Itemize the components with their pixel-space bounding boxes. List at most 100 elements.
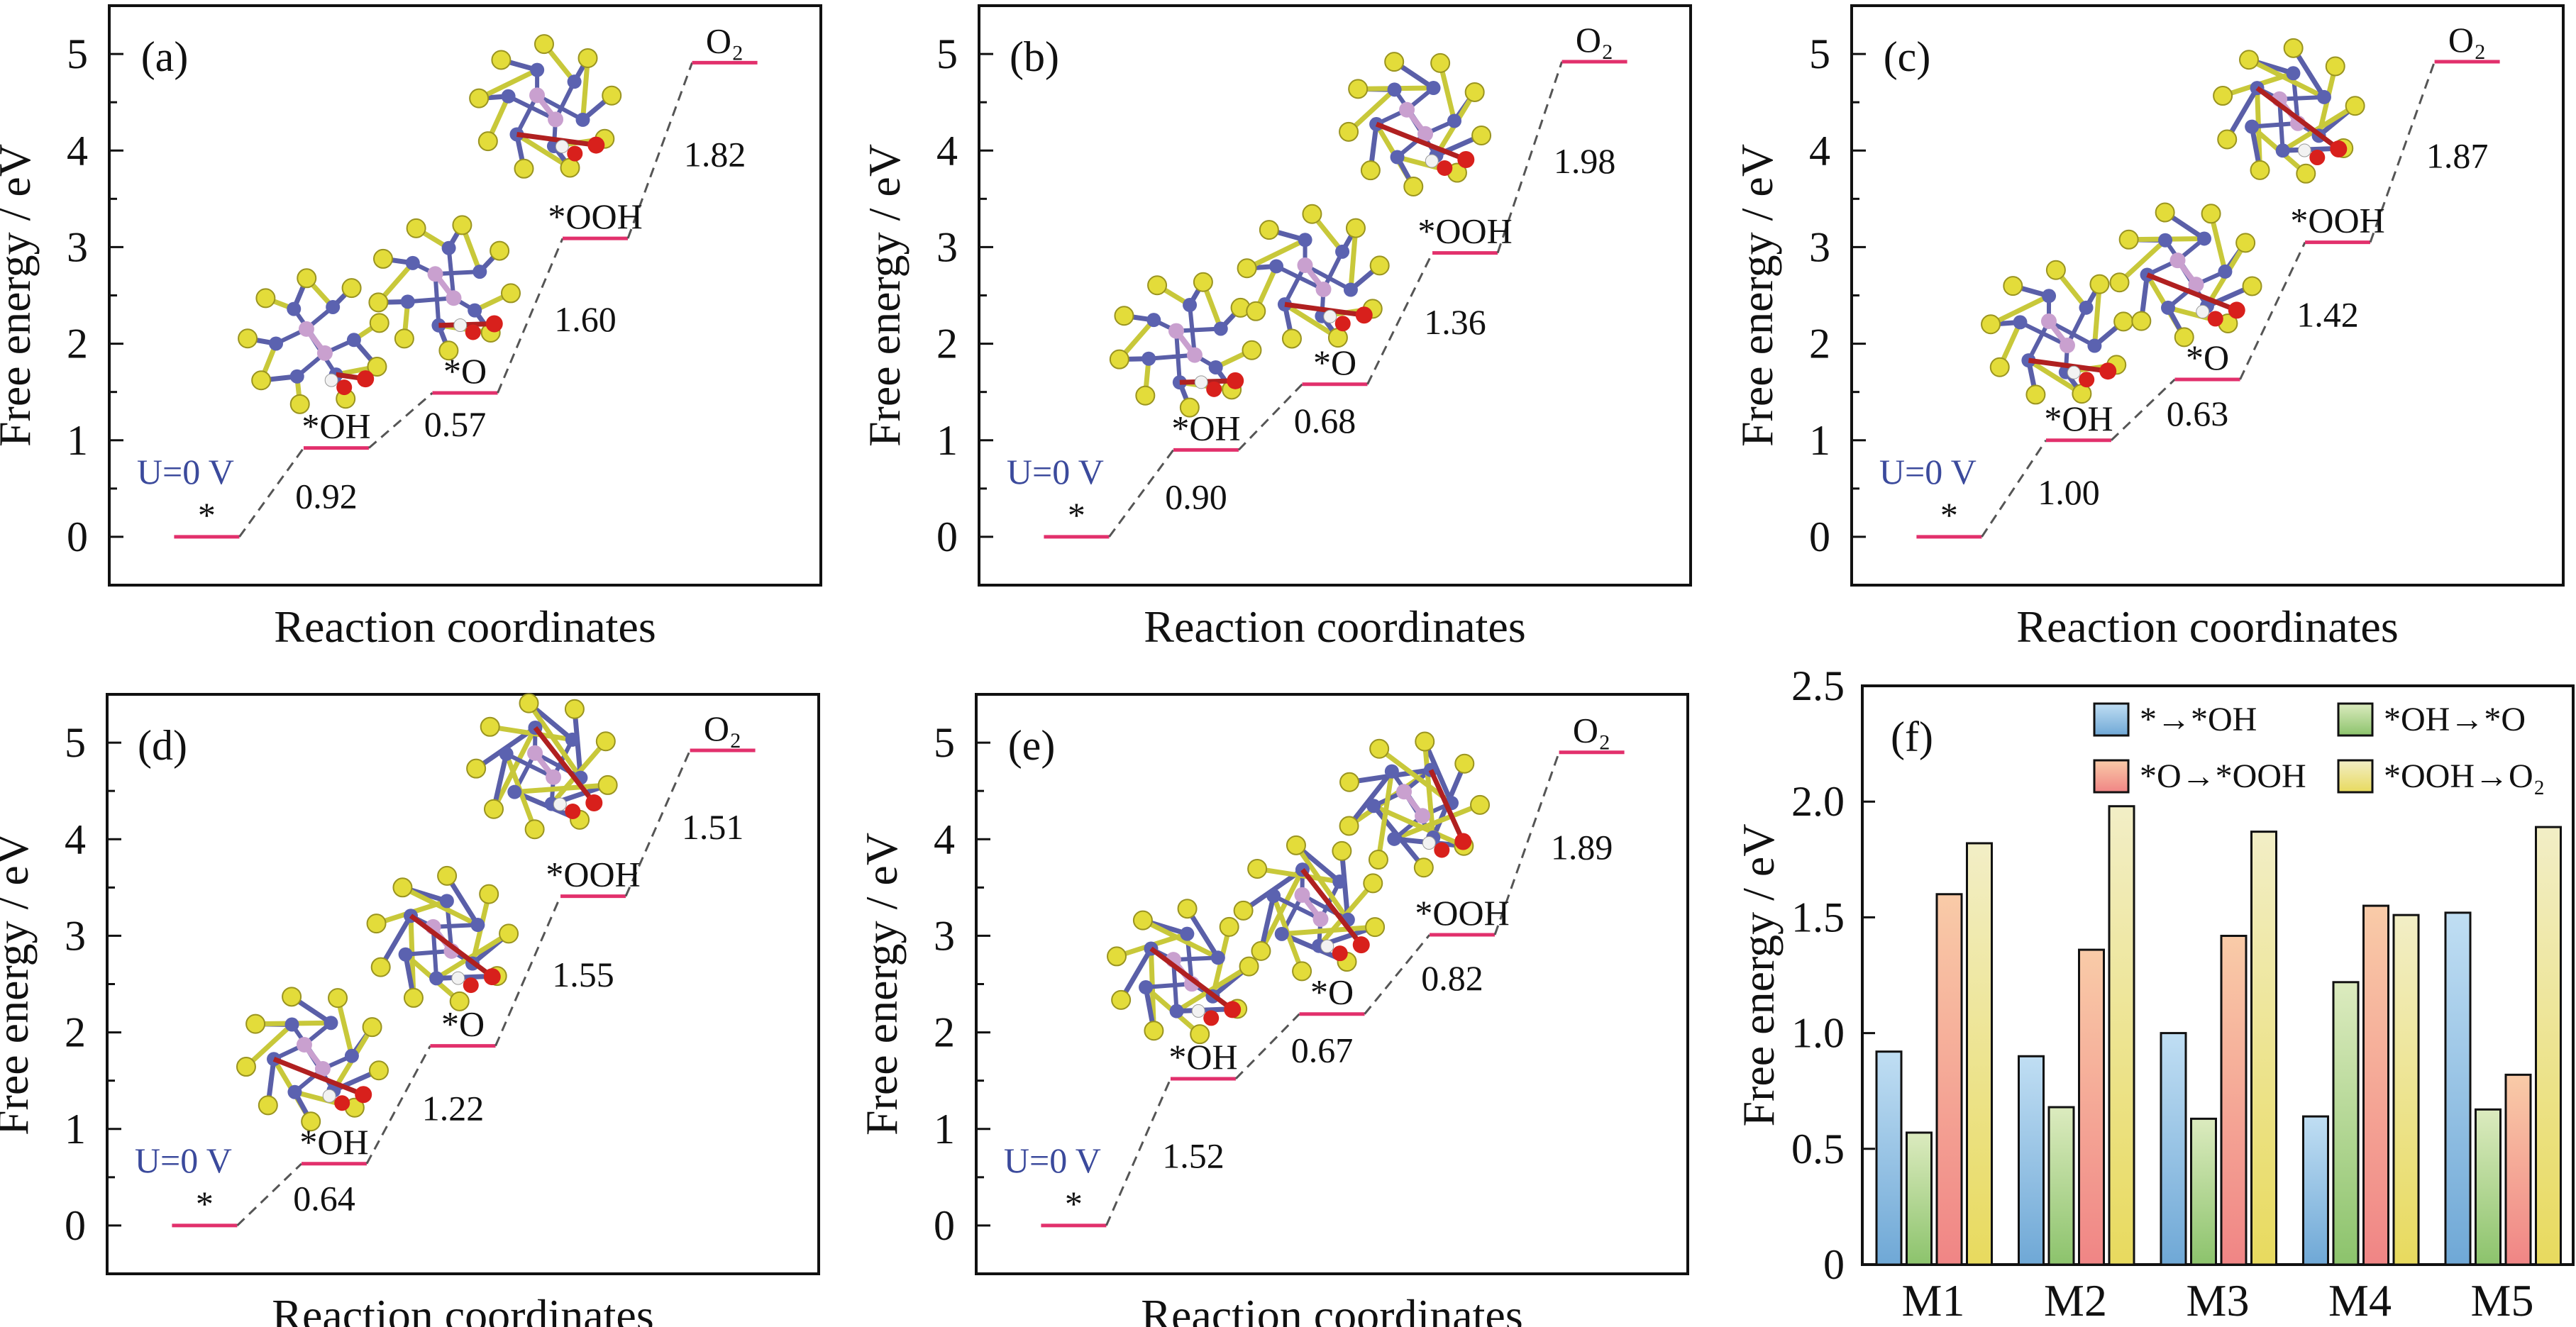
sulfur-atom: [501, 283, 521, 304]
metal-atom: [398, 947, 413, 962]
bond: [1347, 770, 1394, 828]
sulfur-atom: [1369, 738, 1390, 759]
metal-atom: [441, 240, 456, 255]
metal-atom: [284, 1017, 299, 1032]
metal-atom: [2316, 89, 2331, 104]
metal-atom: [567, 74, 582, 89]
hydrogen-atom: [324, 373, 338, 387]
sulfur-atom: [369, 313, 389, 333]
oxygen-atom: [1203, 1010, 1220, 1026]
sulfur-atom: [2250, 160, 2270, 180]
sulfur-atom: [560, 157, 580, 178]
step-energy-label: 1.89: [1551, 827, 1613, 867]
y-tick-label: 1: [1809, 417, 1830, 464]
state-label: *O: [443, 351, 487, 391]
y-tick-label: 4: [934, 816, 955, 862]
sulfur-atom: [2345, 96, 2365, 116]
state-label: *OOH: [2290, 201, 2384, 240]
metal-atom: [1447, 113, 1462, 128]
legend-swatch: [2337, 759, 2374, 794]
metal-atom: [1141, 351, 1156, 366]
oxygen-atom: [1227, 372, 1244, 389]
sulfur-atom: [1471, 126, 1492, 146]
bond: [1989, 294, 2050, 327]
sulfur-atom: [2296, 163, 2316, 184]
oxygen-atom: [1224, 1001, 1242, 1018]
bond: [580, 57, 591, 121]
plot-frame: [978, 4, 1692, 587]
oxygen-atom: [2099, 362, 2117, 380]
sulfur-atom: [1470, 794, 1491, 815]
sulfur-atom: [602, 85, 622, 106]
step-energy-label: 1.22: [422, 1089, 485, 1128]
y-axis-label: Free energy / eV: [859, 144, 910, 447]
hydrogen-atom: [322, 1089, 336, 1103]
bond: [2248, 57, 2326, 100]
bond: [1283, 302, 1339, 340]
sulfur-atom: [2239, 50, 2260, 70]
bond: [1175, 964, 1251, 1014]
bar-m2-series-1: [2047, 1106, 2075, 1266]
sulfur-atom: [1190, 1024, 1210, 1045]
state-label: *: [1940, 495, 1958, 535]
metal-atom: [1169, 1004, 1184, 1018]
sulfur-atom: [341, 278, 362, 299]
oxygen-atom: [1352, 936, 1370, 954]
panel-label: (c): [1884, 33, 1931, 80]
bond: [505, 752, 555, 779]
state-label: *: [198, 495, 216, 535]
metal-atom: [501, 89, 516, 104]
oxygen-atom: [463, 977, 479, 994]
step-energy-label: 1.60: [554, 299, 617, 339]
sulfur-atom: [2109, 272, 2130, 293]
state-label: O₂: [2448, 20, 2487, 60]
phosphorus-atom: [546, 769, 562, 785]
sulfur-atom: [2025, 384, 2046, 405]
sulfur-atom: [392, 877, 413, 898]
metal-atom: [1213, 321, 1228, 336]
y-tick-label: 1.5: [1791, 894, 1845, 940]
bond: [1259, 868, 1305, 953]
sulfur-atom: [2242, 276, 2262, 296]
energy-diagram-panel: 0 1 2 3 4 5 Reaction coordinates Free energy / …: [0, 4, 822, 652]
metal-atom: [2286, 66, 2301, 81]
molecule-structure: [2109, 202, 2262, 348]
oxygen-atom: [483, 968, 501, 986]
state-label: *: [1065, 1184, 1083, 1223]
sulfur-atom: [1281, 328, 1302, 349]
sulfur-atom: [483, 799, 504, 819]
hydrogen-atom: [1191, 1004, 1205, 1018]
metal-atom: [2218, 264, 2233, 279]
phosphorus-atom: [1396, 784, 1413, 800]
sulfur-atom: [1403, 176, 1424, 196]
metal-atom: [575, 112, 590, 127]
x-axis-label: Reaction coordinates: [1144, 601, 1525, 652]
bar-m4-series-2: [2362, 904, 2389, 1266]
step-connector: [1981, 439, 2047, 538]
bond: [2091, 284, 2102, 346]
y-tick-label: 2: [65, 1009, 86, 1056]
sulfur-atom: [406, 218, 426, 238]
sulfur-atom: [2201, 204, 2221, 224]
step-energy-label: 0.68: [1294, 401, 1356, 440]
phosphorus-atom: [1417, 126, 1434, 142]
bond: [2019, 320, 2069, 348]
sulfur-atom: [1237, 258, 1257, 279]
metal-atom: [1139, 980, 1154, 995]
bond: [507, 94, 557, 122]
bond: [1272, 894, 1322, 921]
y-tick-label: 5: [934, 719, 955, 766]
step-energy-label: 1.42: [2296, 294, 2359, 334]
bond: [477, 67, 538, 101]
sulfur-atom: [1111, 989, 1132, 1010]
bond: [1304, 263, 1352, 292]
metal-atom: [2196, 231, 2211, 246]
sulfur-atom: [1413, 857, 1434, 878]
sulfur-atom: [2003, 276, 2023, 296]
metal-atom: [1384, 764, 1399, 779]
sulfur-atom: [514, 158, 534, 179]
state-label: O₂: [1576, 20, 1614, 60]
state-label: O₂: [1573, 711, 1611, 750]
bond: [533, 726, 597, 805]
bond: [1294, 843, 1350, 921]
